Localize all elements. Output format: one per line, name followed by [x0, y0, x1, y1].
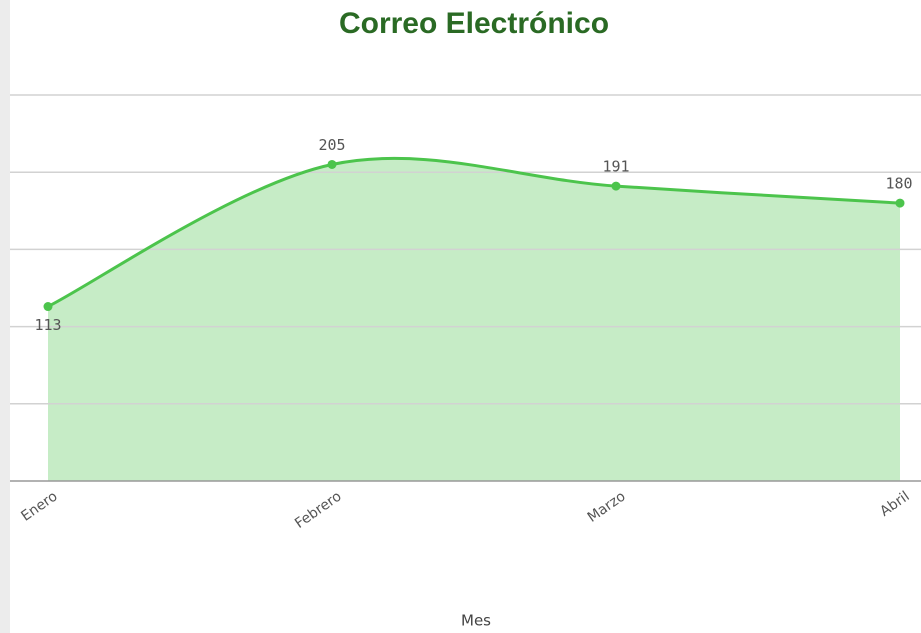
value-label: 113 — [34, 316, 61, 334]
value-label: 180 — [885, 175, 912, 193]
value-label: 205 — [318, 136, 345, 154]
chart-title: Correo Electrónico — [339, 7, 609, 40]
point — [43, 302, 53, 312]
area — [48, 158, 900, 482]
x-axis-title: Mes — [461, 612, 491, 630]
point — [327, 159, 337, 169]
value-label: 191 — [602, 158, 629, 176]
point — [895, 198, 905, 208]
line — [47, 156, 901, 308]
point — [611, 181, 621, 191]
